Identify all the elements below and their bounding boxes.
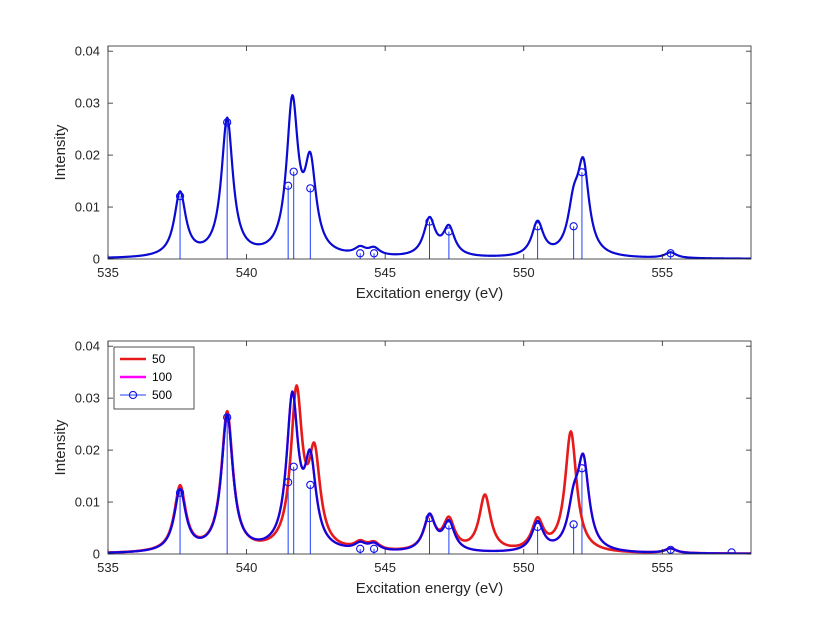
bottom-ytick-label-4: 0.04 bbox=[75, 339, 100, 354]
bottom-marker-9 bbox=[533, 522, 542, 532]
bottom-marker-2 bbox=[284, 478, 293, 487]
top-marker-10 bbox=[569, 222, 578, 231]
legend-label-50: 50 bbox=[152, 352, 166, 366]
top-ytick-label-2: 0.02 bbox=[75, 148, 100, 163]
top-plot-content bbox=[108, 94, 751, 259]
top-xtick-label-0: 535 bbox=[97, 265, 119, 280]
top-marker-4 bbox=[306, 184, 315, 193]
top-ytick-label-1: 0.01 bbox=[75, 200, 100, 215]
bottom-marker-0 bbox=[175, 488, 185, 497]
top-marker-2 bbox=[284, 181, 293, 190]
bottom-marker-3 bbox=[289, 462, 298, 471]
bottom-xtick-label-1: 540 bbox=[236, 560, 258, 575]
bottom-marker-12 bbox=[666, 545, 675, 554]
bottom-xtick-label-0: 535 bbox=[97, 560, 119, 575]
bottom-marker-10 bbox=[569, 520, 578, 529]
bottom-marker-11 bbox=[577, 464, 587, 473]
top-xtick-label-1: 540 bbox=[236, 265, 258, 280]
top-marker-5 bbox=[356, 249, 365, 258]
bottom-ytick-label-2: 0.02 bbox=[75, 443, 100, 458]
bottom-marker-6 bbox=[369, 544, 379, 553]
top-panel: 535 540 545 550 555 0 0.01 0.02 0.03 0.04 Excitat… bbox=[52, 44, 752, 302]
legend-label-500: 500 bbox=[152, 388, 172, 402]
top-xtick-label-3: 550 bbox=[513, 265, 535, 280]
top-curve-500 bbox=[108, 94, 751, 259]
bottom-ytick-label-0: 0 bbox=[93, 547, 100, 562]
top-marker-7 bbox=[425, 217, 434, 226]
top-ytick-label-4: 0.04 bbox=[75, 44, 100, 59]
bottom-curve-500 bbox=[108, 390, 751, 554]
top-xtick-label-2: 545 bbox=[374, 265, 396, 280]
top-ytick-label-3: 0.03 bbox=[75, 96, 100, 111]
bottom-marker-13 bbox=[727, 548, 736, 554]
top-axes-box bbox=[107, 45, 752, 260]
top-marker-12 bbox=[666, 249, 675, 258]
top-marker-0 bbox=[175, 191, 185, 201]
bottom-marker-4 bbox=[306, 480, 315, 490]
bottom-ytick-label-3: 0.03 bbox=[75, 391, 100, 406]
bottom-axes: 535 540 545 550 555 0 0.01 0.02 0.03 0.04 bbox=[75, 339, 752, 575]
top-marker-8 bbox=[444, 227, 454, 236]
bottom-ytick-label-1: 0.01 bbox=[75, 495, 100, 510]
top-marker-3 bbox=[289, 167, 298, 176]
top-marker-9 bbox=[533, 222, 542, 231]
top-ytick-label-0: 0 bbox=[93, 252, 100, 267]
bottom-marker-7 bbox=[425, 514, 434, 523]
legend-label-100: 100 bbox=[152, 370, 172, 384]
bottom-y-axis-label: Intensity bbox=[52, 419, 69, 475]
bottom-panel: 535 540 545 550 555 0 0.01 0.02 0.03 0.04 Excitat… bbox=[52, 339, 752, 597]
bottom-clipped-layer bbox=[108, 384, 751, 554]
top-marker-1 bbox=[223, 118, 232, 127]
top-x-axis-label: Excitation energy (eV) bbox=[356, 285, 504, 302]
top-xtick-label-4: 555 bbox=[651, 265, 673, 280]
top-y-axis-label: Intensity bbox=[52, 124, 69, 180]
top-axes: 535 540 545 550 555 0 0.01 0.02 0.03 0.04 bbox=[75, 44, 752, 280]
bottom-axes-box bbox=[107, 340, 752, 555]
top-marker-11 bbox=[577, 168, 587, 177]
bottom-xtick-label-4: 555 bbox=[651, 560, 673, 575]
legend: 50 100 500 bbox=[113, 346, 195, 410]
bottom-marker-1 bbox=[223, 413, 232, 422]
top-marker-6 bbox=[369, 249, 379, 258]
bottom-marker-8 bbox=[444, 521, 454, 530]
bottom-x-axis-label: Excitation energy (eV) bbox=[356, 580, 504, 597]
bottom-xtick-label-2: 545 bbox=[374, 560, 396, 575]
top-clipped-layer bbox=[108, 94, 751, 259]
bottom-xtick-label-3: 550 bbox=[513, 560, 535, 575]
legend-marker-500 bbox=[128, 390, 138, 400]
bottom-marker-5 bbox=[356, 544, 365, 553]
bottom-plot-content bbox=[108, 384, 751, 554]
